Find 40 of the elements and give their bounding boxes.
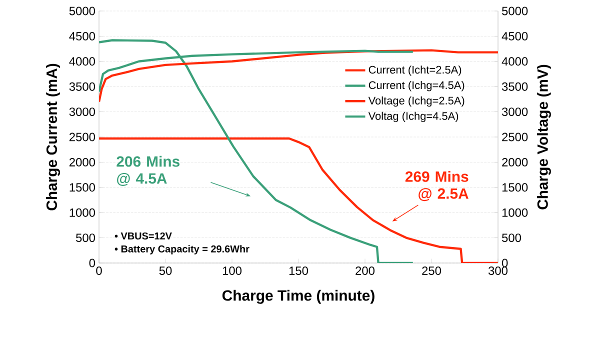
x-tick-label: 0 (96, 266, 102, 275)
y-tick-label: 4500 (69, 32, 96, 40)
annotation: 269 Mins @ 2.5A (405, 170, 468, 202)
x-tick-label: 150 (289, 266, 308, 275)
y-tick-label: 2500 (69, 132, 96, 142)
y2-tick-label: 1000 (502, 208, 528, 217)
y-tick-label: 3500 (69, 82, 96, 91)
y2-tick-label: 1500 (502, 183, 528, 192)
y-tick-label: 1500 (70, 183, 96, 192)
legend-label: Voltag (Ichg=4.5A) (368, 112, 458, 122)
x-tick-label: 50 (159, 266, 172, 275)
y-tick-label: 3000 (69, 108, 96, 116)
x-tick-label: 200 (356, 266, 375, 275)
y-tick-label: 2000 (69, 158, 96, 166)
x-tick-label: 300 (488, 266, 508, 275)
y2-tick-label: 500 (502, 234, 522, 242)
annotation: 206 Mins @ 4.5A (116, 156, 180, 186)
y2-tick-label: 5000 (502, 6, 528, 16)
y-axis-title: Charge Current (mA) (46, 64, 60, 210)
y2-tick-label: 4000 (502, 57, 528, 66)
y2-tick-label: 3500 (502, 82, 528, 91)
y-tick-label: 0 (89, 258, 96, 268)
legend-label: Current (Icht=2.5A) (368, 66, 462, 76)
y2-axis-title: Charge Voltage (mV) (536, 64, 551, 210)
y2-tick-label: 2000 (502, 158, 528, 166)
x-tick-label: 100 (222, 266, 242, 275)
annotation: • VBUS=12V (114, 232, 172, 240)
y2-tick-label: 2500 (502, 132, 528, 142)
x-tick-label: 250 (422, 266, 442, 275)
y2-tick-label: 0 (502, 258, 508, 268)
y-tick-label: 500 (76, 234, 96, 242)
y-tick-label: 4000 (69, 57, 96, 66)
y-tick-label: 1000 (70, 208, 96, 217)
annotation: • Battery Capacity = 29.6Whr (114, 245, 250, 254)
y2-tick-label: 4500 (502, 32, 528, 40)
legend-label: Voltage (Ichg=2.5A) (368, 96, 464, 107)
legend-label: Current (Ichg=4.5A) (368, 81, 464, 92)
y2-tick-label: 3000 (502, 108, 528, 116)
x-axis-title: Charge Time (minute) (222, 290, 374, 304)
y-tick-label: 5000 (69, 6, 96, 16)
